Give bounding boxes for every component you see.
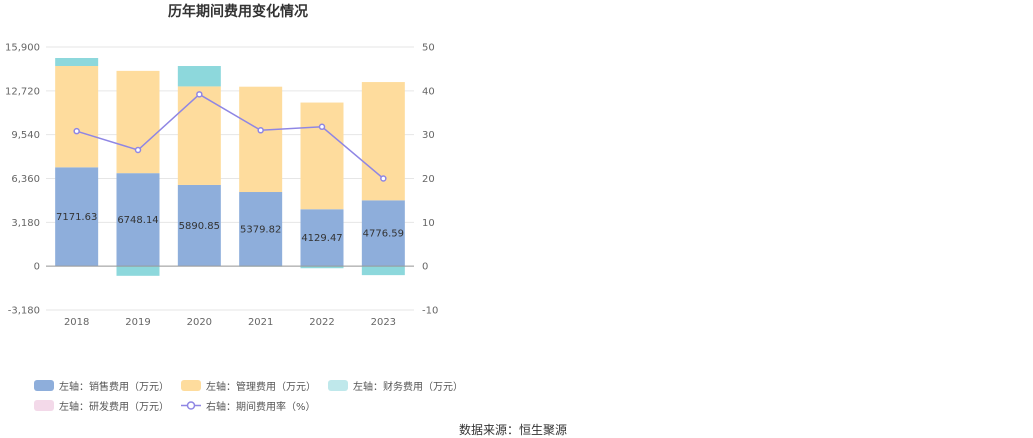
bar-segment: [239, 192, 283, 267]
x-tick-label: 2018: [64, 317, 89, 328]
bar-segment: [177, 86, 221, 185]
data-label: 4129.47: [301, 233, 342, 244]
rate-point: [134, 146, 142, 154]
chart-title: 历年期间费用变化情况: [168, 3, 308, 20]
legend-swatch: [181, 379, 201, 391]
data-label: 6748.14: [117, 215, 158, 226]
legend-item-rate[interactable]: 右轴：期间费用率（%）: [181, 398, 316, 413]
rate-line: [73, 91, 387, 182]
right-tick-label: 0: [422, 262, 428, 273]
bar-segment: [239, 86, 283, 193]
left-tick-label: 6,360: [11, 174, 40, 185]
right-tick-label: -10: [422, 306, 438, 317]
legend-item-rd[interactable]: 左轴：研发费用（万元）: [34, 398, 169, 413]
bar-segment: [300, 102, 344, 210]
bar-segment: [116, 266, 160, 276]
legend-label: 右轴：期间费用率（%）: [206, 401, 316, 413]
bar-segment: [116, 173, 160, 267]
right-tick-label: 10: [422, 218, 435, 229]
left-axis: -3,180 0 3,180 6,360 9,540 12,720 15,900: [5, 43, 40, 317]
data-label: 5379.82: [240, 225, 281, 236]
right-tick-label: 50: [422, 43, 435, 54]
right-tick-label: 20: [422, 174, 435, 185]
rate-point: [73, 127, 80, 135]
rate-point: [257, 127, 264, 134]
legend-item-admin[interactable]: 左轴：管理费用（万元）: [181, 378, 316, 393]
rate-line-path: [76, 93, 384, 180]
x-tick-label: 2019: [125, 317, 150, 328]
legend-swatch: [328, 379, 348, 391]
bar-segment: [361, 266, 405, 276]
data-label: 4776.59: [363, 229, 404, 240]
left-tick-label: 12,720: [5, 86, 40, 97]
data-label: 7171.63: [56, 212, 97, 223]
bar-segment: [361, 82, 405, 201]
source-note: 数据来源：恒生聚源: [459, 423, 568, 437]
bar-segment: [177, 66, 221, 87]
x-tick-label: 2021: [248, 317, 273, 328]
legend-label: 左轴：研发费用（万元）: [59, 401, 169, 413]
legend-item-sales[interactable]: 左轴：销售费用（万元）: [34, 378, 169, 393]
bar-segment: [55, 58, 99, 66]
rate-point: [196, 91, 203, 98]
left-tick-label: -3,180: [8, 306, 40, 317]
legend-label: 左轴：销售费用（万元）: [59, 381, 169, 393]
data-labels: 7171.63 6748.14 5890.85 5379.82 4129.47 4776.…: [56, 212, 404, 244]
x-tick-label: 2020: [187, 317, 212, 328]
left-tick-label: 3,180: [11, 218, 40, 229]
x-tick-label: 2022: [309, 317, 334, 328]
data-label: 5890.85: [179, 221, 220, 232]
right-tick-label: 30: [422, 130, 435, 141]
bar-segment: [177, 184, 221, 267]
left-tick-label: 9,540: [11, 130, 40, 141]
rate-point: [380, 175, 387, 182]
left-tick-label: 15,900: [5, 43, 40, 54]
bar-segment: [116, 70, 160, 174]
legend: 左轴：销售费用（万元） 左轴：管理费用（万元） 左轴：财务费用（万元） 左轴：研…: [34, 375, 463, 415]
bar-segment: [361, 200, 405, 267]
right-axis: -10 0 10 20 30 40 50: [422, 43, 438, 317]
bar-segment: [300, 266, 344, 269]
x-axis: 2018 2019 2020 2021 2022 2023: [46, 265, 414, 328]
x-tick-label: 2023: [371, 317, 396, 328]
bar-segment: [55, 167, 99, 267]
legend-swatch: [34, 379, 54, 391]
rate-point: [318, 123, 326, 131]
legend-label: 左轴：管理费用（万元）: [206, 381, 316, 393]
legend-item-finance[interactable]: 左轴：财务费用（万元）: [328, 378, 463, 393]
bar-segment: [300, 209, 344, 267]
bar-segment: [55, 65, 99, 168]
left-tick-label: 0: [34, 262, 40, 273]
legend-label: 左轴：财务费用（万元）: [353, 381, 463, 393]
legend-swatch: [34, 399, 54, 411]
legend-line-icon: [181, 400, 201, 410]
right-tick-label: 40: [422, 86, 435, 97]
grid: [46, 46, 414, 311]
